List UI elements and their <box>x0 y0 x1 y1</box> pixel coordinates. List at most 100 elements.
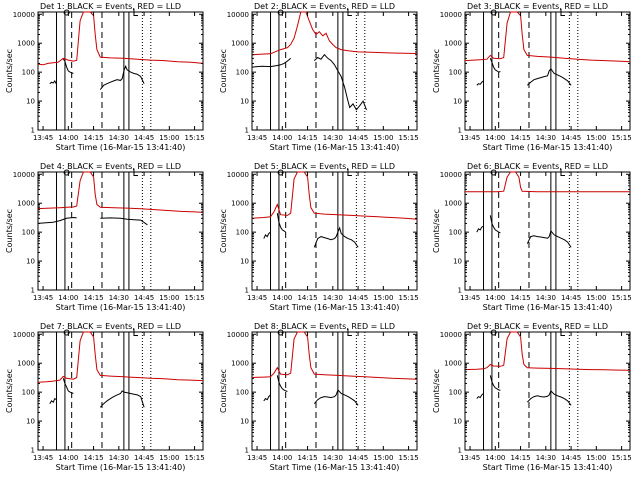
detector-panel: 13:45 14:00 14:15 14:30 14:45 15:00 15:15 1 10 10… <box>219 2 419 152</box>
y-tick-label: 10000 <box>227 11 249 19</box>
x-tick-label: 14:45 <box>561 454 581 462</box>
x-tick-label: 14:30 <box>109 294 129 302</box>
x-tick-label: 14:30 <box>109 454 129 462</box>
circle-marker <box>490 329 497 336</box>
detector-panel: 13:45 14:00 14:15 14:30 14:45 15:00 15:15 1 10 10… <box>432 322 632 472</box>
x-tick-label: 13:45 <box>247 294 267 302</box>
circle-marker <box>277 169 284 176</box>
x-axis-label: Start Time (16-Mar-15 13:41:40) <box>270 463 400 472</box>
circle-marker <box>63 9 70 16</box>
x-tick-label: 14:30 <box>109 134 129 142</box>
x-tick-label: 14:45 <box>561 294 581 302</box>
x-tick-label: 14:30 <box>323 454 343 462</box>
tick-marker <box>347 328 352 337</box>
x-tick-label: 14:45 <box>348 454 368 462</box>
plot-frame <box>251 11 418 131</box>
plot-frame <box>464 171 631 291</box>
events-series-line <box>263 394 271 402</box>
y-tick-label: 1 <box>458 127 462 135</box>
x-tick-label: 13:45 <box>33 294 53 302</box>
x-tick-label: 14:30 <box>536 454 556 462</box>
x-tick-label: 14:30 <box>536 134 556 142</box>
y-tick-label: 10 <box>453 258 462 266</box>
detector-panel: 13:45 14:00 14:15 14:30 14:45 15:00 15:15 1 10 10… <box>5 322 205 472</box>
x-tick-label: 14:15 <box>297 454 317 462</box>
plot-frame <box>464 11 631 131</box>
events-series-line <box>313 388 359 406</box>
panel-title: Det 1: BLACK = Events, RED = LLD <box>40 2 181 11</box>
detector-panel: 13:45 14:00 14:15 14:30 14:45 15:00 15:15 1 10 10… <box>432 162 632 312</box>
y-tick-label: 1000 <box>231 40 249 48</box>
detector-panel: 13:45 14:00 14:15 14:30 14:45 15:00 15:15 1 10 10… <box>5 162 205 312</box>
y-tick-label: 100 <box>236 229 249 237</box>
x-tick-label: 14:00 <box>485 294 505 302</box>
panel-title: Det 5: BLACK = Events, RED = LLD <box>254 162 395 171</box>
panel-title: Det 7: BLACK = Events, RED = LLD <box>40 322 181 331</box>
circle-marker <box>277 329 284 336</box>
y-tick-label: 1 <box>31 127 35 135</box>
tick-marker <box>347 168 352 177</box>
x-tick-label: 13:45 <box>460 294 480 302</box>
tick-marker <box>347 8 352 17</box>
plot-frame <box>251 171 418 291</box>
tick-marker <box>560 328 565 337</box>
tick-marker <box>133 8 138 17</box>
y-tick-label: 1 <box>245 287 249 295</box>
x-tick-label: 15:15 <box>611 294 631 302</box>
x-tick-label: 14:15 <box>83 294 103 302</box>
events-series-line <box>62 58 74 74</box>
x-tick-label: 14:30 <box>323 134 343 142</box>
panel-title: Det 9: BLACK = Events, RED = LLD <box>467 322 608 331</box>
events-series-line <box>49 397 57 404</box>
x-tick-label: 14:15 <box>83 134 103 142</box>
lld-series-line <box>464 331 631 371</box>
y-tick-label: 100 <box>22 229 35 237</box>
detector-panel: 13:45 14:00 14:15 14:30 14:45 15:00 15:15 1 10 10… <box>219 162 419 312</box>
panel-title: Det 8: BLACK = Events, RED = LLD <box>254 322 395 331</box>
x-tick-label: 14:30 <box>536 294 556 302</box>
y-tick-label: 10000 <box>440 171 462 179</box>
y-tick-label: 10 <box>453 98 462 106</box>
y-tick-label: 10 <box>26 98 35 106</box>
y-tick-label: 1000 <box>17 40 35 48</box>
plot-frame <box>251 331 418 451</box>
y-axis-label: Counts/sec <box>432 369 441 413</box>
circle-marker <box>63 169 70 176</box>
circle-marker <box>490 169 497 176</box>
x-tick-label: 13:45 <box>460 454 480 462</box>
events-series-line <box>62 378 74 394</box>
y-tick-label: 1 <box>245 447 249 455</box>
x-axis-label: Start Time (16-Mar-15 13:41:40) <box>56 143 186 152</box>
x-axis-label: Start Time (16-Mar-15 13:41:40) <box>270 303 400 312</box>
x-tick-label: 15:00 <box>159 294 179 302</box>
x-tick-label: 15:15 <box>398 134 418 142</box>
events-series-line <box>37 216 77 224</box>
y-tick-label: 100 <box>22 389 35 397</box>
events-series-line <box>526 67 572 86</box>
x-tick-label: 15:15 <box>398 294 418 302</box>
x-axis-label: Start Time (16-Mar-15 13:41:40) <box>56 463 186 472</box>
y-tick-label: 100 <box>449 389 462 397</box>
y-axis-label: Counts/sec <box>219 209 228 253</box>
x-tick-label: 15:00 <box>373 454 393 462</box>
lld-series-line <box>37 171 204 213</box>
circle-marker <box>490 9 497 16</box>
events-series-line <box>263 231 271 239</box>
tick-marker <box>560 168 565 177</box>
x-axis-label: Start Time (16-Mar-15 13:41:40) <box>483 463 613 472</box>
events-series-line <box>489 58 501 73</box>
y-axis-label: Counts/sec <box>432 49 441 93</box>
detector-panel: 13:45 14:00 14:15 14:30 14:45 15:00 15:15 1 10 10… <box>432 2 632 152</box>
lld-series-line <box>37 331 204 383</box>
panel-title: Det 4: BLACK = Events, RED = LLD <box>40 162 181 171</box>
x-axis-label: Start Time (16-Mar-15 13:41:40) <box>483 143 613 152</box>
y-tick-label: 100 <box>236 389 249 397</box>
x-tick-label: 14:00 <box>272 454 292 462</box>
lld-series-line <box>251 11 418 56</box>
tick-marker <box>133 168 138 177</box>
x-tick-label: 14:00 <box>485 134 505 142</box>
x-tick-label: 15:15 <box>398 454 418 462</box>
events-series-line <box>313 53 367 111</box>
x-tick-label: 15:00 <box>373 134 393 142</box>
